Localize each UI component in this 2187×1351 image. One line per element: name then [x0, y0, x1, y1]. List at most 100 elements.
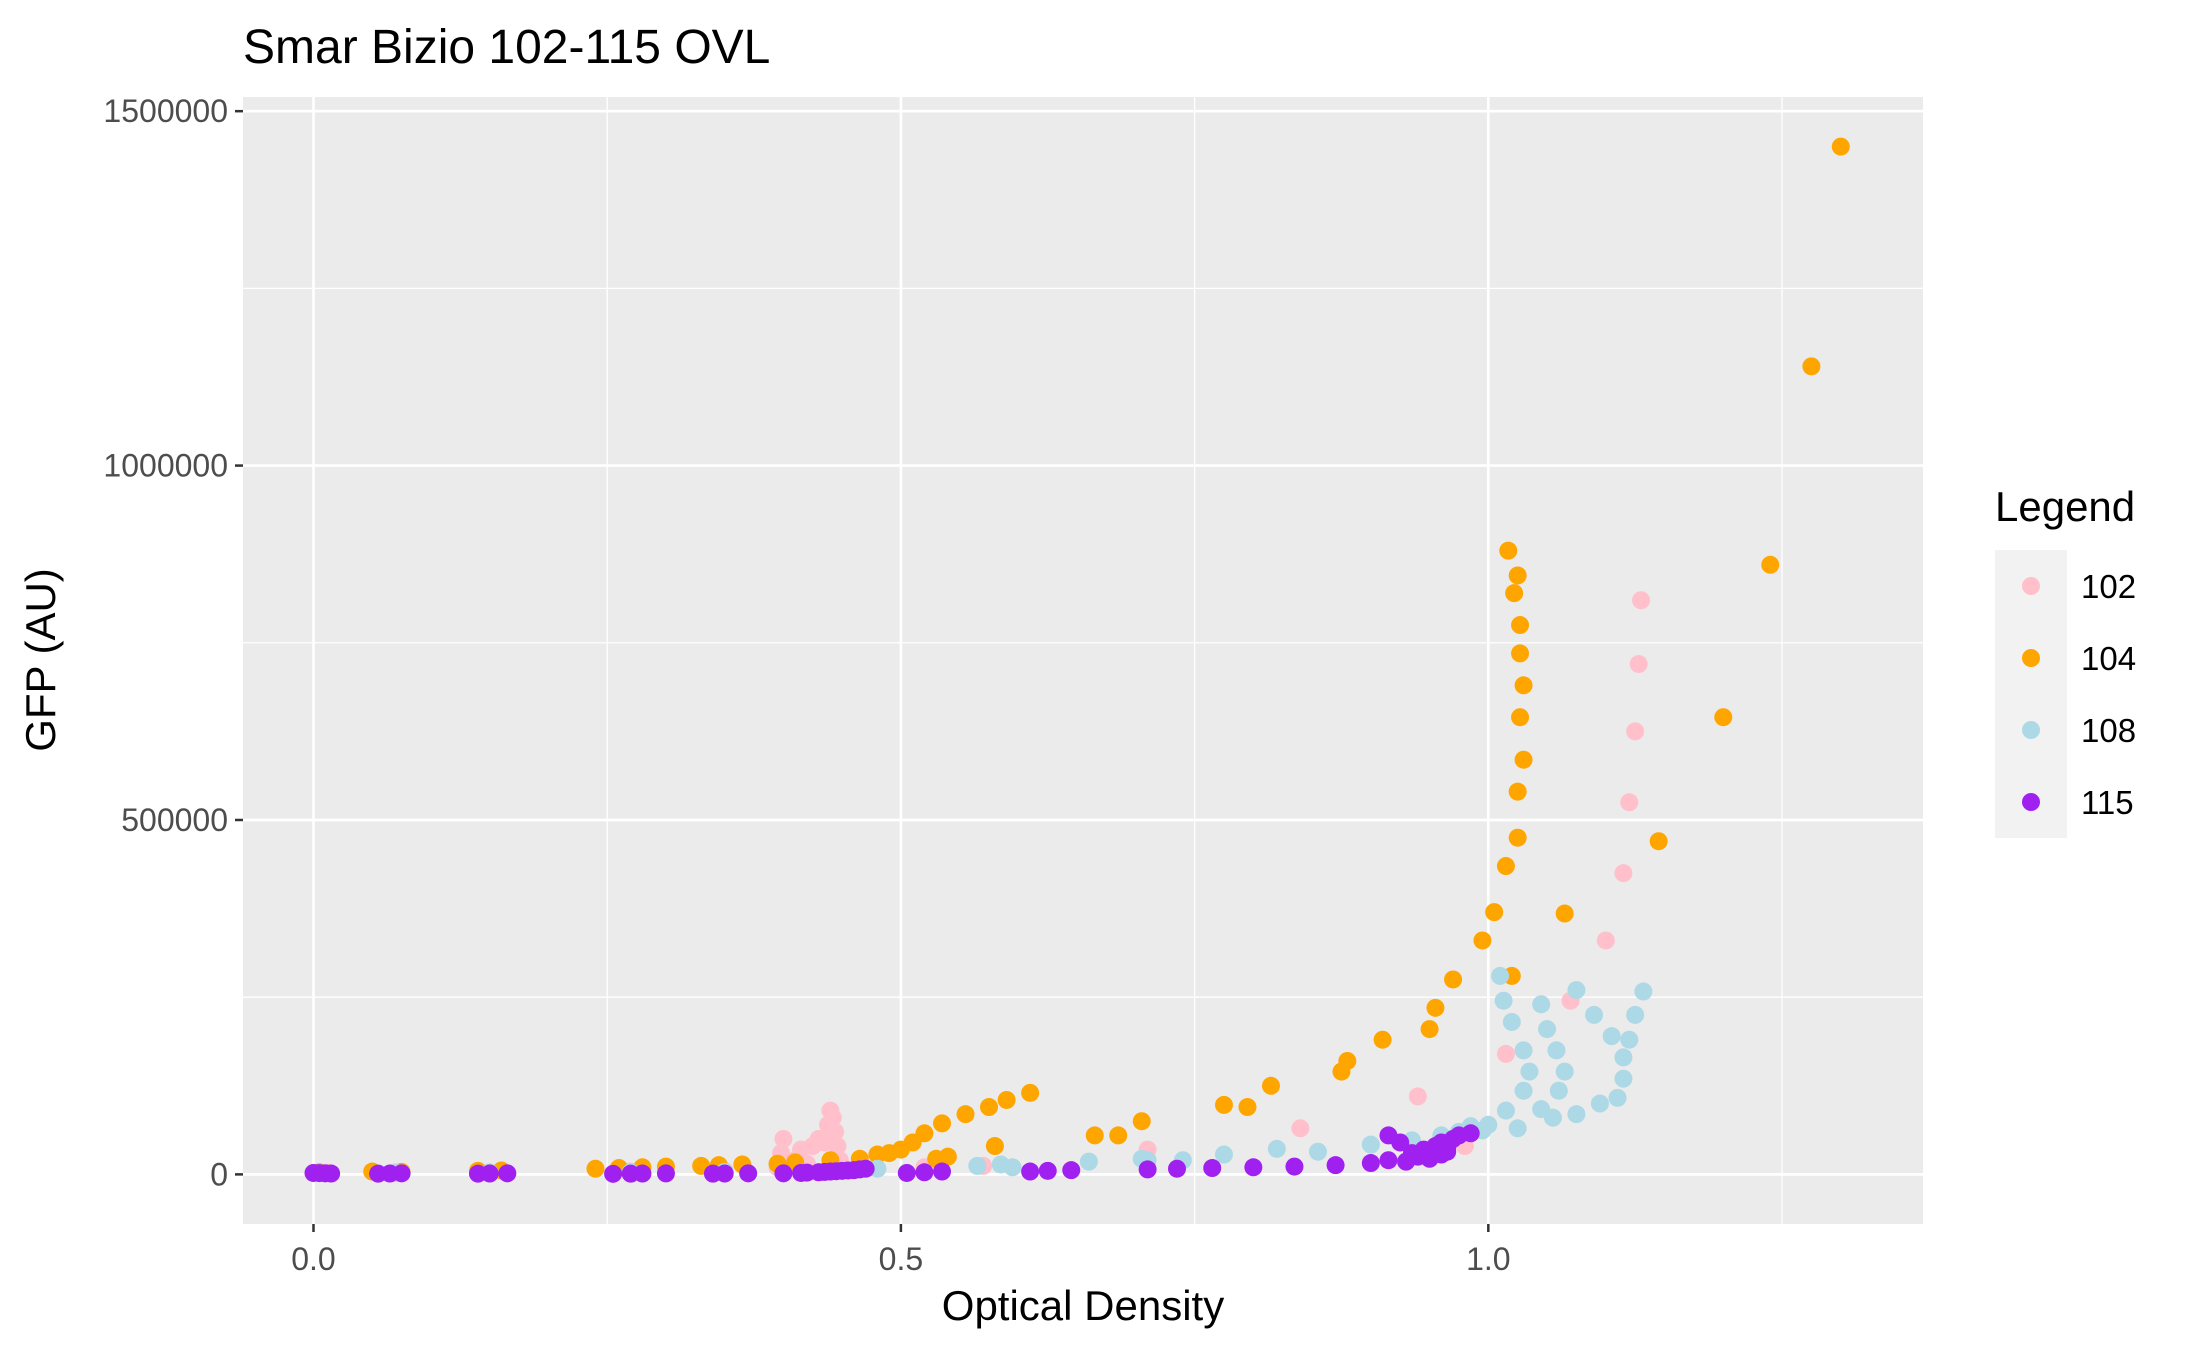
point-series-108 [1547, 1041, 1566, 1060]
point-series-104 [1761, 555, 1780, 574]
point-series-102 [826, 1122, 845, 1141]
point-series-115 [856, 1159, 875, 1178]
point-series-115 [633, 1164, 652, 1183]
point-series-108 [1585, 1005, 1604, 1024]
point-series-108 [1479, 1115, 1498, 1134]
point-series-108 [1494, 991, 1513, 1010]
point-series-108 [1634, 982, 1653, 1001]
point-series-102 [823, 1108, 842, 1127]
x-tick-label: 1.0 [1466, 1241, 1510, 1277]
point-series-108 [1549, 1081, 1568, 1100]
legend-label-102: 102 [2081, 568, 2136, 605]
point-series-104 [1508, 828, 1527, 847]
point-series-115 [392, 1164, 411, 1183]
plot-panel [243, 97, 1923, 1224]
data-points [304, 137, 1850, 1183]
point-series-108 [1590, 1094, 1609, 1113]
point-series-115 [739, 1164, 758, 1183]
point-series-115 [498, 1164, 517, 1183]
point-series-115 [1138, 1160, 1157, 1179]
point-series-115 [604, 1164, 623, 1183]
point-series-102 [1632, 591, 1651, 610]
point-series-108 [1214, 1145, 1233, 1164]
point-series-104 [915, 1124, 934, 1143]
point-series-108 [1361, 1135, 1380, 1154]
y-tick-label: 1500000 [103, 93, 228, 129]
point-series-102 [1629, 655, 1648, 674]
point-series-108 [1543, 1108, 1562, 1127]
point-series-108 [1614, 1048, 1633, 1067]
point-series-104 [1802, 357, 1821, 376]
point-series-102 [774, 1129, 793, 1148]
point-series-115 [1326, 1156, 1345, 1175]
point-series-102 [1626, 722, 1645, 741]
point-series-115 [322, 1164, 341, 1183]
point-series-115 [897, 1163, 916, 1182]
point-series-108 [1614, 1069, 1633, 1088]
point-series-108 [1508, 1119, 1527, 1138]
point-series-108 [1608, 1088, 1627, 1107]
point-series-108 [1520, 1062, 1539, 1081]
point-series-108 [1496, 1101, 1515, 1120]
point-series-104 [1514, 676, 1533, 695]
point-series-108 [1514, 1041, 1533, 1060]
point-series-115 [715, 1164, 734, 1183]
legend-label-108: 108 [2081, 712, 2136, 749]
point-series-104 [1514, 750, 1533, 769]
x-tick-label: 0.0 [291, 1241, 335, 1277]
chart-title: Smar Bizio 102-115 OVL [243, 21, 770, 74]
y-tick-label: 1000000 [103, 448, 228, 484]
legend-label-115: 115 [2081, 784, 2134, 821]
point-series-104 [1338, 1051, 1357, 1070]
major-gridlines [243, 97, 1923, 1224]
point-series-108 [1626, 1005, 1645, 1024]
point-series-108 [1502, 1012, 1521, 1031]
point-series-108 [1308, 1142, 1327, 1161]
point-series-104 [1109, 1126, 1128, 1145]
point-series-102 [828, 1137, 847, 1156]
point-series-108 [1514, 1081, 1533, 1100]
point-series-104 [1505, 584, 1524, 603]
point-series-104 [1496, 857, 1515, 876]
legend-key-104 [2022, 649, 2040, 667]
point-series-108 [1079, 1152, 1098, 1171]
point-series-108 [968, 1156, 987, 1175]
y-axis-title: GFP (AU) [17, 568, 64, 752]
point-series-104 [938, 1147, 957, 1166]
point-series-102 [1596, 931, 1615, 950]
point-series-108 [1555, 1062, 1574, 1081]
point-series-104 [586, 1159, 605, 1178]
point-series-104 [1426, 998, 1445, 1017]
legend-key-102 [2022, 577, 2040, 595]
point-series-115 [933, 1162, 952, 1181]
x-axis-title: Optical Density [942, 1282, 1224, 1329]
point-series-104 [980, 1098, 999, 1117]
legend-label-104: 104 [2081, 640, 2136, 677]
point-series-108 [1620, 1030, 1639, 1049]
point-series-104 [1508, 566, 1527, 585]
point-series-104 [985, 1137, 1004, 1156]
point-series-104 [933, 1114, 952, 1133]
point-series-115 [1244, 1158, 1263, 1177]
point-series-115 [480, 1164, 499, 1183]
point-series-102 [1408, 1087, 1427, 1106]
point-series-104 [1021, 1083, 1040, 1102]
point-series-102 [1496, 1044, 1515, 1063]
point-series-102 [1614, 864, 1633, 883]
point-series-115 [1021, 1162, 1040, 1181]
point-series-104 [997, 1090, 1016, 1109]
point-series-108 [1003, 1158, 1022, 1177]
point-series-102 [1291, 1119, 1310, 1138]
point-series-104 [956, 1105, 975, 1124]
legend: Legend 102 104 108 115 [1995, 483, 2136, 838]
point-series-115 [1062, 1161, 1081, 1180]
point-series-104 [1485, 903, 1504, 922]
point-series-104 [1214, 1095, 1233, 1114]
point-series-104 [1831, 137, 1850, 156]
point-series-115 [915, 1163, 934, 1182]
point-series-104 [1714, 708, 1733, 727]
y-tick-label: 0 [210, 1156, 228, 1192]
point-series-115 [1361, 1154, 1380, 1173]
point-series-115 [774, 1164, 793, 1183]
point-series-104 [1261, 1076, 1280, 1095]
